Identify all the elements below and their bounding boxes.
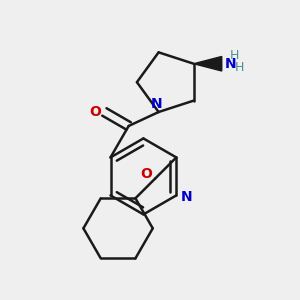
- Text: N: N: [181, 190, 193, 204]
- Text: O: O: [89, 105, 101, 119]
- Text: H: H: [230, 49, 239, 62]
- Polygon shape: [194, 56, 222, 71]
- Text: H: H: [235, 61, 244, 74]
- Text: N: N: [151, 97, 163, 111]
- Text: N: N: [225, 57, 237, 71]
- Text: O: O: [140, 167, 152, 182]
